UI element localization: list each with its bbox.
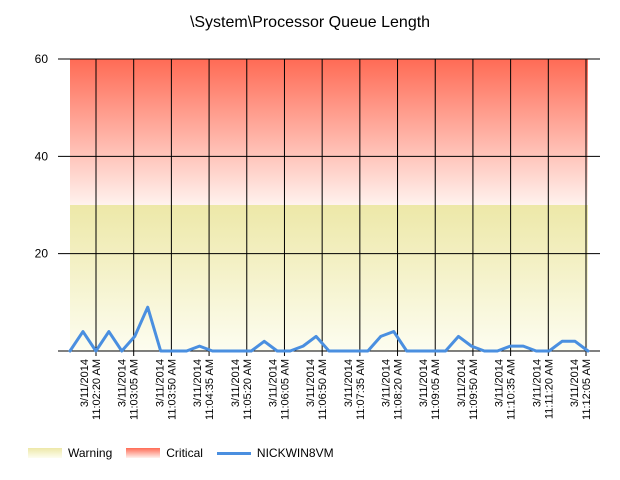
x-tick-label: 3/11/201411:09:05 AM	[418, 359, 442, 420]
x-tick-label: 3/11/201411:08:20 AM	[381, 359, 405, 420]
legend-label-warning: Warning	[68, 446, 113, 460]
x-tick-label: 3/11/201411:06:50 AM	[305, 359, 329, 420]
legend-label-critical: Critical	[166, 446, 203, 460]
legend: Warning Critical NICKWIN8VM	[28, 446, 348, 460]
x-tick-label: 3/11/201411:02:20 AM	[79, 359, 103, 420]
legend-swatch-warning	[28, 448, 62, 458]
series-line-nickwin8vm	[68, 305, 590, 353]
x-tick-label: 3/11/201411:12:05 AM	[569, 359, 593, 420]
x-tick-label: 3/11/201411:09:50 AM	[456, 359, 480, 420]
legend-label-series: NICKWIN8VM	[256, 446, 334, 460]
legend-item-critical: Critical	[126, 446, 203, 460]
x-tick-label: 3/11/201411:04:35 AM	[192, 359, 216, 420]
band-warning	[70, 205, 588, 351]
band-critical	[70, 59, 588, 205]
x-tick-label: 3/11/201411:10:35 AM	[494, 359, 518, 420]
y-tick-label: 60	[35, 52, 49, 66]
x-tick-label: 3/11/201411:03:05 AM	[117, 359, 141, 420]
legend-item-series: NICKWIN8VM	[216, 446, 334, 460]
x-tick-label: 3/11/201411:05:20 AM	[230, 359, 254, 420]
legend-swatch-series	[216, 451, 251, 455]
x-tick-label: 3/11/201411:03:50 AM	[154, 359, 178, 420]
legend-item-warning: Warning	[28, 446, 112, 460]
chart-title: \System\Processor Queue Length	[189, 14, 431, 31]
y-tick-label: 20	[35, 247, 49, 261]
y-tick-label: 40	[35, 149, 49, 163]
legend-swatch-critical	[126, 448, 161, 458]
x-tick-label: 3/11/201411:11:20 AM	[531, 359, 555, 419]
x-tick-label: 3/11/201411:07:35 AM	[343, 359, 367, 420]
x-tick-label: 3/11/201411:06:05 AM	[267, 359, 291, 420]
